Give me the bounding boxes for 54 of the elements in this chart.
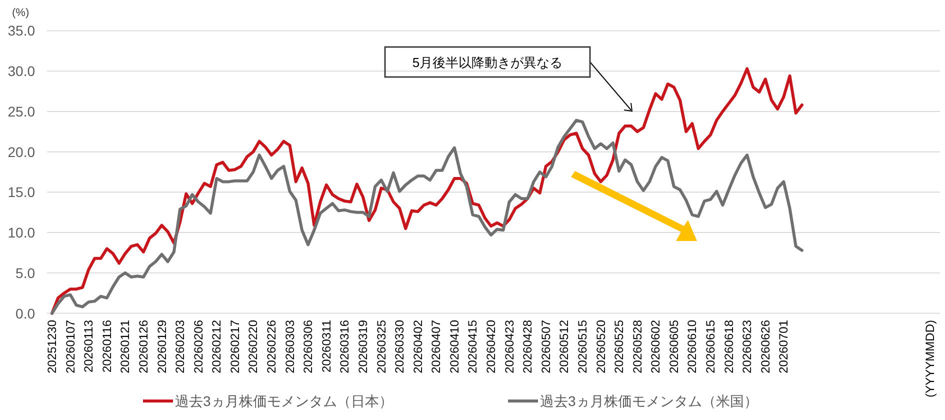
- x-tick-label: 20260420: [484, 320, 498, 374]
- x-tick-label: 20260107: [63, 320, 78, 374]
- x-tick-label: 20260319: [356, 320, 370, 374]
- x-tick-label: 20260325: [374, 320, 388, 374]
- x-tick-label: 20260203: [173, 320, 188, 374]
- y-tick-label: 20.0: [8, 144, 36, 160]
- x-tick-label: 20260306: [301, 320, 316, 374]
- x-tick-label: 20260623: [740, 320, 754, 374]
- x-tick-label: 20260206: [191, 320, 206, 374]
- x-tick-label: 20260610: [685, 320, 700, 374]
- x-tick-label: 20260113: [82, 320, 96, 372]
- y-tick-label: 0.0: [16, 305, 36, 322]
- x-tick-label: 20260507: [538, 320, 553, 374]
- annotation: 5月後半以降動きが異なる: [412, 55, 563, 70]
- x-tick-label: 20260528: [630, 320, 644, 374]
- x-tick-label: 20260618: [722, 320, 736, 374]
- x-tick-label: 20260626: [758, 320, 772, 374]
- x-tick-label: 20260615: [704, 320, 718, 374]
- x-tick-label: 20260602: [648, 320, 663, 374]
- x-tick-label: 20260217: [228, 320, 242, 374]
- x-tick-label: 20260121: [118, 320, 132, 374]
- x-tick-label: 20260407: [429, 320, 444, 374]
- y-tick-label: 15.0: [8, 184, 36, 200]
- x-tick-label: 20260525: [612, 320, 626, 374]
- x-tick-label: 20260605: [666, 320, 681, 374]
- x-tick-label: 20260316: [338, 320, 352, 374]
- y-tick-label: 25.0: [8, 103, 36, 120]
- y-axis-title: (%): [12, 7, 30, 19]
- y-tick-label: 35.0: [8, 22, 36, 39]
- legend-label: 過去3ヵ月株価モメンタム（米国）: [540, 393, 758, 409]
- x-tick-label: 20260520: [594, 320, 608, 374]
- y-tick-label: 5.0: [16, 264, 36, 281]
- x-tick-label: 20260116: [100, 320, 114, 372]
- x-tick-label: 20260226: [264, 320, 278, 374]
- x-tick-label: 20251230: [45, 320, 59, 374]
- legend-label: 過去3ヵ月株価モメンタム（日本）: [175, 393, 393, 409]
- x-tick-label: 20260129: [154, 320, 169, 374]
- x-tick-label: 20260701: [776, 320, 791, 374]
- x-tick-label: 20260311: [319, 320, 334, 372]
- x-tick-label: 20260220: [246, 320, 260, 374]
- x-tick-label: 20260423: [502, 320, 516, 374]
- x-tick-label: 20260515: [575, 320, 590, 374]
- x-tick-label: 20260303: [282, 320, 297, 374]
- x-tick-label: 20260512: [557, 320, 572, 374]
- y-tick-label: 10.0: [8, 224, 36, 241]
- x-tick-label: 20260330: [392, 320, 407, 374]
- x-tick-label: 20260402: [410, 320, 425, 374]
- y-tick-label: 30.0: [8, 63, 36, 80]
- x-tick-label: 20260410: [447, 320, 462, 374]
- x-tick-label: (YYYYMMDD): [923, 320, 937, 398]
- x-tick-label: 20260126: [136, 320, 150, 374]
- x-tick-label: 20260428: [520, 320, 535, 374]
- x-tick-label: 20260415: [466, 320, 480, 374]
- x-tick-label: 20260212: [210, 320, 224, 374]
